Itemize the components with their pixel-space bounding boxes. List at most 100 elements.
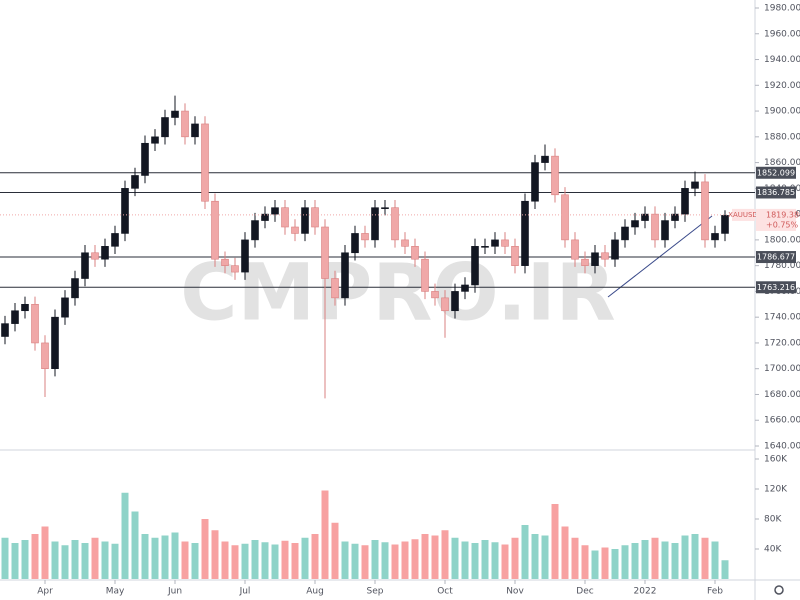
volume-bar: [411, 539, 419, 579]
volume-bar: [21, 540, 29, 579]
x-tick-label: Apr: [37, 587, 53, 597]
x-tick-label: Nov: [506, 587, 524, 597]
candle-body: [131, 175, 139, 189]
y-tick-label: 1960.000: [764, 29, 800, 39]
volume-bar: [361, 545, 369, 579]
candle-body: [71, 278, 79, 299]
volume-bar: [31, 534, 39, 579]
candle-body: [631, 220, 639, 228]
candle-body: [211, 200, 219, 260]
volume-bar: [661, 541, 669, 579]
candle-body: [601, 252, 609, 260]
x-tick-label: 2022: [634, 587, 657, 597]
volume-bar: [191, 543, 199, 579]
volume-bar: [631, 543, 639, 579]
symbol-box: [732, 208, 755, 221]
volume-bar: [341, 541, 349, 579]
volume-bar: [461, 541, 469, 579]
candle-body: [281, 207, 289, 228]
candle-body: [141, 142, 149, 176]
volume-tick-label: 160K: [764, 455, 788, 465]
volume-bar: [351, 543, 359, 579]
candle-body: [231, 265, 239, 273]
last-price-label: 1819.380: [766, 210, 800, 219]
x-tick-label: Oct: [437, 587, 453, 597]
volume-bar: [151, 537, 159, 579]
volume-bar: [541, 535, 549, 579]
volume-bar: [571, 537, 579, 579]
candle-body: [411, 246, 419, 260]
level-label: 1852.099: [757, 168, 795, 177]
candle-body: [651, 213, 659, 241]
volume-bar: [131, 511, 139, 579]
volume-bar: [491, 542, 499, 579]
x-tick-label: Dec: [576, 587, 593, 597]
candle-body: [581, 258, 589, 266]
volume-bar: [651, 537, 659, 579]
candle-body: [471, 246, 479, 286]
candle-body: [571, 239, 579, 260]
volume-bar: [671, 543, 679, 579]
y-tick-label: 1640.000: [764, 442, 800, 452]
volume-bar: [11, 543, 19, 579]
y-tick-label: 1940.000: [764, 55, 800, 65]
candle-body: [341, 252, 349, 299]
candle-body: [641, 213, 649, 221]
volume-bar: [371, 540, 379, 579]
volume-bar: [231, 545, 239, 579]
x-tick-label: May: [106, 587, 125, 597]
candle-body: [531, 162, 539, 202]
candle-body: [171, 110, 179, 118]
level-label-box: [756, 166, 796, 179]
candle-body: [661, 220, 669, 241]
volume-bar: [321, 490, 329, 579]
volume-bar: [711, 541, 719, 579]
candle-body: [191, 123, 199, 138]
volume-bar: [401, 541, 409, 579]
volume-bar: [721, 560, 729, 579]
volume-bar: [681, 535, 689, 579]
candle-body: [551, 155, 559, 196]
volume-bar: [531, 534, 539, 579]
level-label-box: [756, 281, 796, 294]
volume-bar: [221, 541, 229, 579]
volume-bar: [381, 542, 389, 579]
volume-bar: [311, 534, 319, 579]
candle-body: [381, 207, 389, 209]
volume-bar: [591, 550, 599, 579]
candle-body: [111, 233, 119, 247]
volume-bar: [501, 544, 509, 579]
y-tick-label: 1860.000: [764, 158, 800, 168]
volume-bar: [561, 526, 569, 579]
y-tick-label: 1920.000: [764, 81, 800, 91]
volume-bar: [581, 545, 589, 579]
change-label: +0.75%: [766, 220, 799, 229]
volume-bar: [81, 543, 89, 579]
candle-body: [401, 239, 409, 247]
volume-bar: [281, 540, 289, 579]
candle-body: [331, 278, 339, 299]
level-label-box: [756, 251, 796, 264]
volume-bar: [121, 492, 129, 579]
volume-bar: [451, 537, 459, 579]
y-tick-label: 1700.000: [764, 364, 800, 374]
candle-body: [321, 226, 329, 279]
candle-body: [11, 310, 19, 324]
volume-bar: [41, 526, 49, 579]
volume-bar: [271, 544, 279, 579]
volume-tick-label: 120K: [764, 485, 788, 495]
candle-body: [61, 297, 69, 318]
gear[interactable]: [774, 585, 784, 595]
y-tick-label: 1880.000: [764, 132, 800, 142]
y-tick-label: 1980.000: [764, 4, 800, 14]
candle-body: [421, 258, 429, 292]
settings-icon[interactable]: [774, 585, 784, 595]
candle-body: [251, 220, 259, 241]
x-tick-label: Aug: [306, 587, 324, 597]
volume-bar: [421, 534, 429, 579]
volume-bar: [701, 537, 709, 579]
volume-bar: [641, 540, 649, 579]
y-tick-label: 1720.000: [764, 338, 800, 348]
volume-bar: [611, 549, 619, 579]
